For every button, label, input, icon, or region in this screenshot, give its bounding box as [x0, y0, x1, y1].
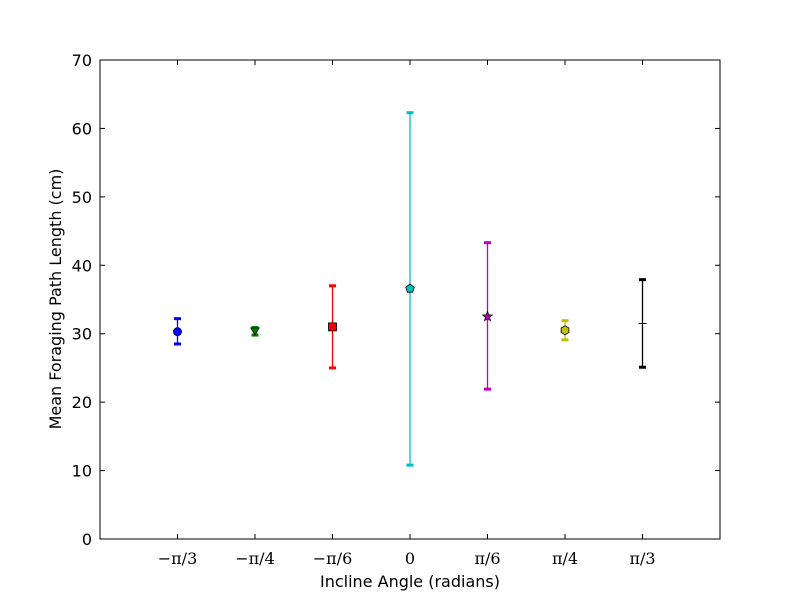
data-point-2 — [328, 284, 337, 370]
marker-triangle-down — [250, 327, 260, 336]
y-tick-label: 60 — [72, 119, 92, 138]
y-tick-label: 70 — [72, 51, 92, 70]
x-tick-label: π/6 — [474, 549, 500, 568]
data-point-3 — [405, 111, 415, 467]
y-tick-label: 20 — [72, 393, 92, 412]
y-tick-label: 50 — [72, 188, 92, 207]
y-axis: 0 10 20 30 40 50 60 70 — [72, 51, 720, 549]
marker-hexagon — [560, 325, 570, 336]
y-tick-label: 0 — [82, 530, 92, 549]
x-tick-label: −π/3 — [158, 549, 198, 568]
y-tick-label: 10 — [72, 462, 92, 481]
x-tick-label: 0 — [405, 549, 415, 568]
data-point-0 — [173, 317, 182, 346]
y-tick-label: 40 — [72, 256, 92, 275]
x-tick-label: π/3 — [629, 549, 655, 568]
marker-star — [481, 310, 494, 322]
data-marks — [173, 111, 647, 467]
x-tick-label: −π/4 — [235, 549, 275, 568]
x-tick-label: π/4 — [552, 549, 578, 568]
data-point-6 — [638, 278, 647, 369]
y-tick-label: 30 — [72, 325, 92, 344]
y-axis-label: Mean Foraging Path Length (cm) — [46, 169, 65, 430]
marker-square — [328, 322, 337, 332]
x-tick-label: −π/6 — [313, 549, 353, 568]
data-point-5 — [560, 319, 570, 342]
marker-circle — [173, 327, 182, 337]
x-axis-label: Incline Angle (radians) — [320, 572, 500, 591]
x-axis: −π/3 −π/4 −π/6 0 π/6 π/4 π/3 — [158, 60, 656, 568]
marker-pentagon — [405, 283, 415, 293]
data-point-4 — [481, 241, 494, 391]
data-point-1 — [250, 326, 260, 337]
